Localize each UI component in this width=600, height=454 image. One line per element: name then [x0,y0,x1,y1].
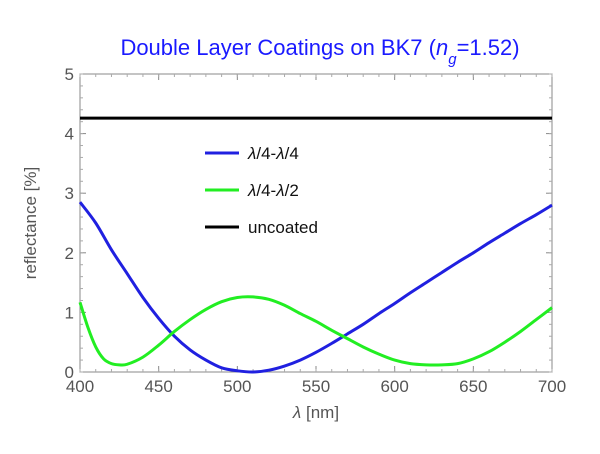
x-axis-label: λ [nm] [292,403,339,422]
title-part-0: Double Layer Coatings on BK7 ( [120,35,436,60]
legend-label-uncoated: uncoated [248,218,318,237]
title-part-3: =1.52) [457,35,520,60]
legend-uncoated-part-0: uncoated [248,218,318,237]
x-tick-label: 500 [223,377,251,396]
series-line-quarter-half [78,295,553,367]
legend-quarter-half-part-3: /2 [285,181,299,200]
y-tick-label: 5 [65,65,74,84]
legend-quarter-quarter-part-1: /4- [256,144,276,163]
legend-quarter-half-part-1: /4- [256,181,276,200]
y-tick-label: 1 [65,303,74,322]
series-group [78,116,553,374]
legend-quarter-half-part-2: λ [275,181,284,200]
y-tick-label: 3 [65,184,74,203]
title-part-1: n [436,35,448,60]
x-tick-label: 550 [302,377,330,396]
y-axis: 0 1 2 3 4 5 [65,65,552,382]
x-tick-label: 450 [144,377,172,396]
legend-quarter-quarter-part-3: /4 [285,144,299,163]
y-axis-label: reflectance [%] [21,167,40,279]
series-line-quarter-quarter [78,201,553,374]
legend-label-quarter-quarter: λ/4-λ/4 [247,144,299,163]
xlabel-part-0: λ [292,403,301,422]
y-tick-label: 2 [65,244,74,263]
xlabel-part-1: [nm] [301,403,339,422]
legend-quarter-quarter-part-2: λ [275,144,284,163]
title-part-2: g [448,51,457,68]
legend-quarter-half-part-0: λ [247,181,256,200]
legend-label-quarter-half: λ/4-λ/2 [247,181,299,200]
y-tick-label: 0 [65,363,74,382]
y-tick-label: 4 [65,125,74,144]
legend-quarter-quarter-part-0: λ [247,144,256,163]
x-tick-label: 400 [66,377,94,396]
chart-title: Double Layer Coatings on BK7 (ng=1.52) [120,35,519,68]
x-tick-label: 650 [459,377,487,396]
x-tick-label: 600 [380,377,408,396]
x-tick-label: 700 [538,377,566,396]
x-axis: 400 450 500 550 600 650 700 [66,74,566,396]
